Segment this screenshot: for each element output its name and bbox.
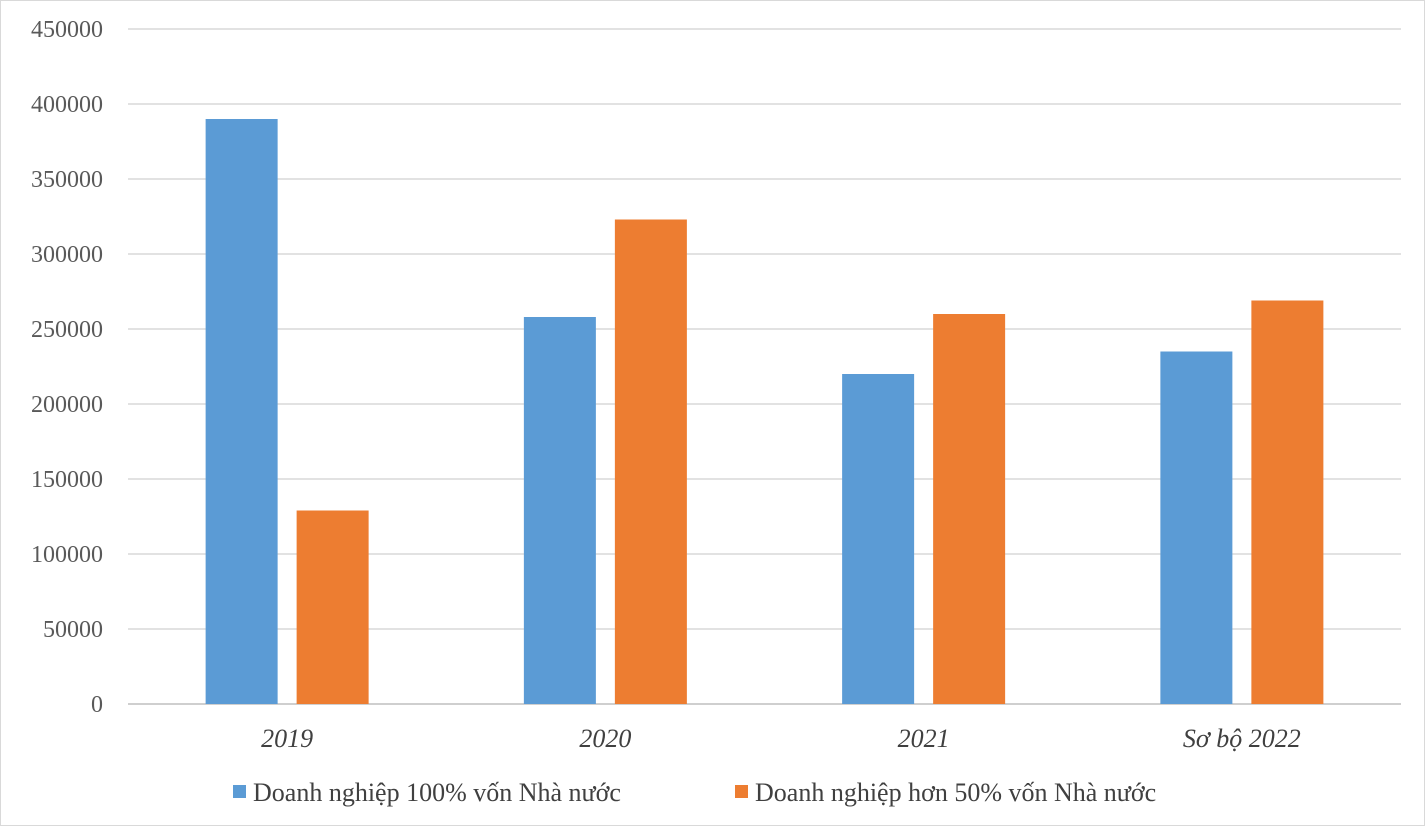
- legend: Doanh nghiệp 100% vốn Nhà nước Doanh nghi…: [233, 778, 1156, 807]
- bar-series-50pct: [296, 510, 369, 704]
- y-tick-label: 200000: [31, 392, 103, 418]
- bar-series-100pct: [205, 119, 278, 704]
- x-axis-ticks: 2019 2020 2021 Sơ bộ 2022: [261, 724, 1301, 753]
- y-tick-label: 300000: [31, 242, 103, 268]
- bar-series-100pct: [523, 317, 596, 704]
- bars: [205, 119, 1324, 704]
- y-tick-label: 350000: [31, 167, 103, 193]
- x-tick-label: 2021: [898, 724, 950, 753]
- y-axis-ticks: 0 50000 100000 150000 200000 250000 300000 3500…: [31, 17, 103, 718]
- legend-swatch: [233, 785, 246, 798]
- bar-series-50pct: [614, 219, 687, 704]
- legend-label: Doanh nghiệp hơn 50% vốn Nhà nước: [755, 778, 1156, 807]
- x-tick-label: Sơ bộ 2022: [1183, 724, 1301, 753]
- y-tick-label: 100000: [31, 542, 103, 568]
- bar-series-50pct: [1251, 300, 1324, 704]
- y-tick-label: 150000: [31, 467, 103, 493]
- bar-series-100pct: [842, 374, 915, 704]
- legend-swatch: [735, 785, 748, 798]
- y-tick-label: 50000: [43, 617, 103, 643]
- bar-series-100pct: [1160, 351, 1233, 704]
- y-tick-label: 250000: [31, 317, 103, 343]
- x-tick-label: 2019: [261, 724, 313, 753]
- y-tick-label: 0: [91, 692, 103, 718]
- y-tick-label: 450000: [31, 17, 103, 43]
- bar-series-50pct: [933, 314, 1006, 704]
- legend-label: Doanh nghiệp 100% vốn Nhà nước: [253, 778, 621, 807]
- x-tick-label: 2020: [579, 724, 631, 753]
- y-tick-label: 400000: [31, 92, 103, 118]
